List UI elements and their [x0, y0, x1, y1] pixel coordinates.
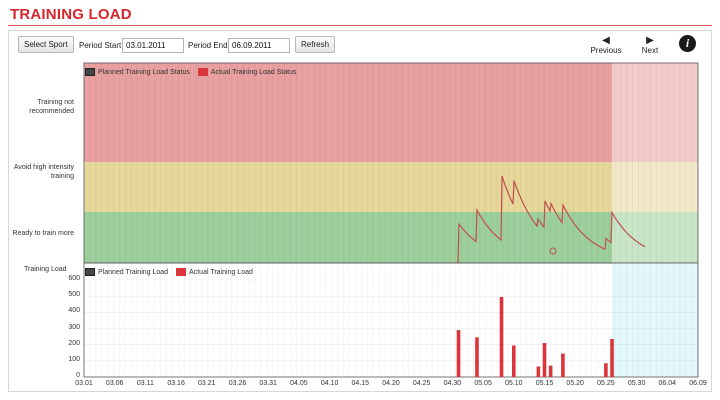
load-bar [512, 345, 516, 377]
title-divider [8, 25, 712, 26]
x-tick-label: 05.25 [597, 380, 615, 387]
y-tick-label: 200 [68, 339, 80, 347]
load-bar [536, 366, 541, 377]
load-bar [542, 343, 547, 377]
arrow-left-icon: ◀ [602, 35, 610, 46]
legend-actual-status: Actual Training Load Status [197, 68, 297, 76]
load-bar [604, 363, 608, 377]
actual-status-line [457, 175, 646, 263]
x-tick-label: 05.05 [474, 380, 492, 387]
x-tick-label: 04.25 [412, 380, 431, 387]
y-tick-label: 0 [76, 372, 80, 379]
period-start-label: Period Start [79, 41, 122, 50]
zone-label-avoid-high: Avoid high intensity training [13, 164, 74, 180]
future-overlay-load [612, 263, 698, 377]
x-tick-label: 03.21 [198, 380, 216, 387]
future-overlay-status [612, 63, 698, 263]
y-tick-label: 600 [68, 275, 80, 282]
status-marker [549, 247, 557, 255]
y-tick-label: 100 [68, 355, 80, 363]
x-tick-label: 04.05 [290, 380, 308, 387]
legend-label: Actual Training Load [189, 268, 253, 276]
x-tick-label: 03.16 [167, 380, 185, 387]
x-tick-label: 05.20 [566, 380, 584, 387]
legend-label: Planned Training Load [98, 268, 169, 276]
period-end-label: Period End [188, 41, 228, 50]
load-bar [456, 330, 461, 377]
status-legend: Planned Training Load Status Actual Trai… [85, 68, 304, 76]
next-button[interactable]: ▶ Next [636, 35, 664, 56]
load-bar [610, 339, 614, 377]
load-chart-y-title: Training Load [24, 266, 67, 273]
zone-label-not-recommended: Training not recommended [29, 99, 74, 115]
y-tick-label: 400 [68, 307, 80, 315]
x-tick-label: 04.10 [320, 380, 339, 387]
arrow-right-icon: ▶ [646, 35, 654, 46]
load-bar [499, 296, 504, 377]
zone-not-recommended [84, 63, 698, 162]
page-title: TRAINING LOAD [10, 6, 132, 23]
legend-label: Actual Training Load Status [210, 68, 297, 76]
load-legend: Planned Training Load Actual Training Lo… [85, 268, 261, 276]
x-tick-label: 04.15 [351, 380, 370, 387]
load-bar [475, 337, 479, 377]
x-tick-label: 06.09 [689, 380, 707, 387]
previous-button[interactable]: ◀ Previous [588, 35, 624, 56]
legend-label: Planned Training Load Status [98, 68, 190, 76]
select-sport-button[interactable]: Select Sport [18, 36, 74, 53]
x-tick-label: 03.06 [105, 380, 124, 387]
x-tick-label: 03.11 [136, 380, 154, 387]
x-tick-label: 05.10 [505, 380, 523, 387]
legend-swatch-actual [197, 68, 208, 76]
x-tick-label: 03.31 [259, 380, 277, 387]
legend-swatch-planned [85, 268, 95, 276]
zone-ready [84, 212, 698, 263]
period-end-field[interactable] [228, 38, 290, 53]
x-tick-label: 03.26 [228, 380, 247, 387]
x-tick-label: 05.30 [627, 380, 646, 387]
legend-swatch-planned [85, 68, 95, 76]
x-tick-label: 04.20 [382, 380, 400, 387]
x-tick-label: 03.01 [75, 380, 93, 387]
legend-planned-load: Planned Training Load [85, 268, 168, 276]
legend-swatch-actual [176, 268, 187, 276]
y-tick-label: 300 [68, 323, 80, 331]
zone-avoid-high [84, 162, 698, 212]
load-bar [548, 365, 553, 377]
next-label: Next [641, 46, 659, 55]
refresh-button[interactable]: Refresh [295, 36, 336, 53]
x-tick-label: 05.15 [535, 380, 554, 387]
x-tick-label: 06.04 [658, 380, 677, 387]
load-chart-frame [83, 262, 699, 378]
previous-label: Previous [590, 46, 622, 55]
zone-label-ready: Ready to train more [12, 230, 74, 237]
legend-planned-status: Planned Training Load Status [85, 68, 190, 76]
legend-actual-load: Actual Training Load [176, 268, 253, 276]
period-start-field[interactable] [122, 38, 184, 53]
load-bar [561, 353, 565, 377]
x-tick-label: 04.30 [443, 380, 462, 387]
y-tick-label: 500 [68, 291, 80, 299]
info-icon[interactable]: i [679, 35, 696, 52]
